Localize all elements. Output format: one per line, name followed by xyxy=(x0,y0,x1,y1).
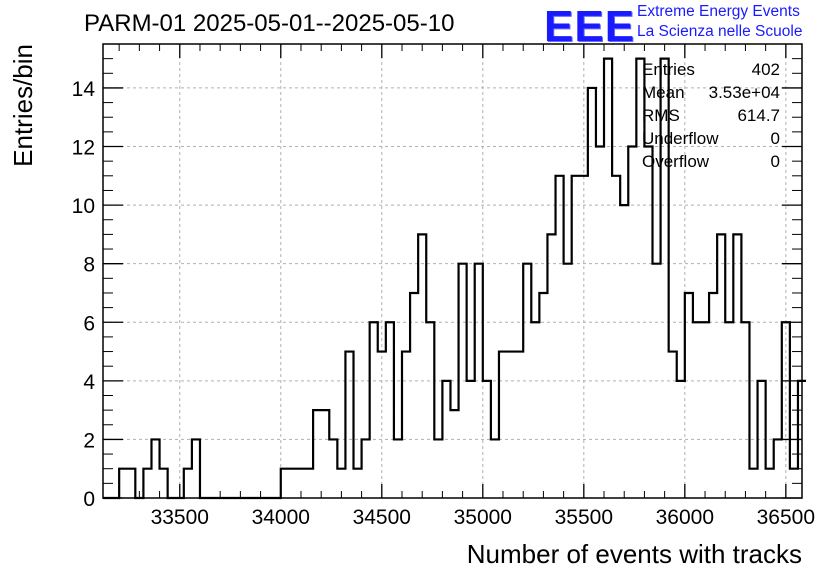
x-tick-label: 36000 xyxy=(656,506,714,529)
y-tick-label: 10 xyxy=(72,195,95,218)
stat-value: 402 xyxy=(751,60,780,79)
stat-row-entries: Entries 402 xyxy=(642,60,780,83)
x-axis-label: Number of events with tracks xyxy=(467,539,802,569)
stat-label: Mean xyxy=(642,83,685,102)
stat-label: RMS xyxy=(642,106,680,125)
stat-value: 3.53e+04 xyxy=(708,83,780,102)
stats-box: Entries 402 Mean 3.53e+04 RMS 614.7 Unde… xyxy=(642,60,780,175)
y-tick-label: 12 xyxy=(72,137,95,160)
y-tick-label: 4 xyxy=(83,371,95,394)
y-tick-label: 14 xyxy=(72,78,96,101)
y-axis: 0 2 4 6 8 10 12 14 xyxy=(72,43,802,511)
plot-frame xyxy=(102,43,803,499)
x-axis: 33500 34000 34500 35000 35500 36000 36500 xyxy=(118,44,815,529)
eee-logo: EEE xyxy=(544,2,636,51)
stat-row-rms: RMS 614.7 xyxy=(642,106,780,129)
stat-row-overflow: Overflow 0 xyxy=(642,152,780,175)
y-tick-label: 6 xyxy=(83,312,95,335)
stat-value: 0 xyxy=(770,129,780,148)
x-tick-label: 33500 xyxy=(151,506,209,529)
y-tick-label: 2 xyxy=(83,429,95,452)
stat-value: 614.7 xyxy=(737,106,780,125)
logo-subtitle-2: La Scienza nelle Scuole xyxy=(637,23,803,40)
x-tick-label: 35000 xyxy=(454,506,512,529)
stat-value: 0 xyxy=(770,152,780,171)
stat-row-mean: Mean 3.53e+04 xyxy=(642,83,780,106)
stat-label: Overflow xyxy=(642,152,710,171)
stat-label: Entries xyxy=(642,60,695,79)
stat-label: Underflow xyxy=(642,129,719,148)
y-tick-label: 0 xyxy=(83,488,95,511)
x-tick-label: 36500 xyxy=(757,506,815,529)
chart-title: PARM-01 2025-05-01--2025-05-10 xyxy=(84,10,455,37)
x-tick-label: 34500 xyxy=(353,506,411,529)
y-axis-label: Entries/bin xyxy=(8,44,38,167)
logo-subtitle-1: Extreme Energy Events xyxy=(637,3,800,20)
x-tick-label: 35500 xyxy=(555,506,613,529)
y-tick-label: 8 xyxy=(83,254,95,277)
x-tick-label: 34000 xyxy=(252,506,310,529)
stat-row-underflow: Underflow 0 xyxy=(642,129,780,152)
